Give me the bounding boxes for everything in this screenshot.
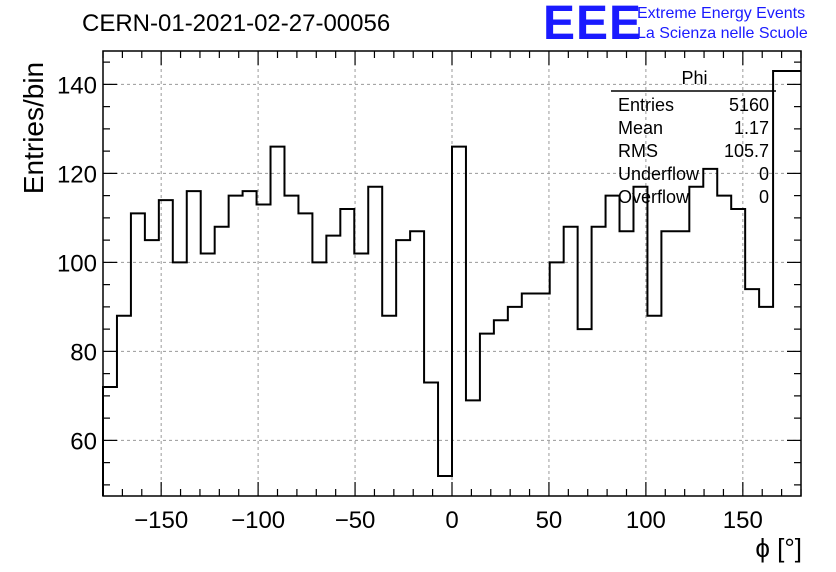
axes: −150 −100 −50 0 50 100 150 60 80 100 120 140 — [57, 50, 802, 534]
histogram-bin — [773, 71, 787, 496]
eee-logo: EEE — [543, 0, 643, 50]
stats-row-value: 5160 — [729, 95, 769, 115]
logo-tagline-1: Extreme Energy Events — [637, 5, 806, 22]
histogram-outline — [102, 70, 801, 496]
y-tick-label: 140 — [57, 72, 97, 99]
y-tick-label: 100 — [57, 250, 97, 277]
x-tick-label: 100 — [626, 507, 666, 534]
stats-box-title: Phi — [681, 68, 707, 88]
histogram-bin — [675, 231, 689, 496]
histogram-bin — [145, 240, 159, 496]
histogram-bin — [745, 289, 759, 496]
histogram-bin — [452, 147, 466, 496]
x-tick-label: 50 — [536, 507, 563, 534]
stats-row-label: Overflow — [618, 187, 690, 207]
x-axis-label: ϕ [°] — [755, 533, 802, 563]
histogram-bin — [243, 191, 257, 496]
histogram-bin — [787, 71, 801, 496]
chart-title: CERN-01-2021-02-27-00056 — [82, 10, 391, 37]
x-tick-label: 0 — [445, 507, 458, 534]
histogram-bin — [466, 400, 480, 496]
stats-row-value: 0 — [759, 164, 769, 184]
histogram-bin — [410, 231, 424, 496]
histogram-bin — [661, 231, 675, 496]
histogram-bin — [229, 196, 243, 496]
histogram-bin — [382, 316, 396, 496]
stats-row-label: Entries — [618, 95, 674, 115]
histogram-bin — [703, 169, 717, 496]
histogram-bin — [647, 316, 661, 496]
histogram-bin — [731, 209, 745, 496]
y-tick-label: 60 — [70, 428, 97, 455]
stats-row-value: 105.7 — [724, 141, 769, 161]
histogram-bin — [312, 262, 326, 496]
logo-tagline-2: La Scienza nelle Scuole — [637, 25, 808, 42]
y-tick-label: 120 — [57, 161, 97, 188]
histogram-bin — [131, 213, 145, 496]
histogram-bin — [215, 227, 229, 496]
histogram-bin — [326, 236, 340, 496]
x-tick-label: 150 — [723, 507, 763, 534]
histogram-bin — [354, 253, 368, 496]
histogram-bin — [606, 196, 620, 496]
stats-box: Phi Entries 5160 Mean 1.17 RMS 105.7 Underflow 0… — [611, 68, 776, 207]
histogram-bin — [578, 329, 592, 496]
stats-row-label: Underflow — [618, 164, 700, 184]
histogram-bin — [103, 387, 117, 496]
histogram-bin — [438, 476, 452, 496]
stats-row-value: 1.17 — [734, 118, 769, 138]
stats-row-value: 0 — [759, 187, 769, 207]
histogram-bin — [508, 307, 522, 496]
histogram-bin — [689, 187, 703, 496]
histogram-bin — [633, 187, 647, 496]
histogram-bin — [117, 316, 131, 496]
histogram-bins — [102, 70, 801, 496]
histogram-bin — [550, 262, 564, 496]
histogram-bin — [522, 294, 536, 496]
histogram-bin — [564, 227, 578, 496]
histogram-bin — [257, 205, 271, 496]
histogram-bin — [340, 209, 354, 496]
stats-row-label: Mean — [618, 118, 663, 138]
histogram-bin — [536, 294, 550, 496]
histogram-bin — [284, 196, 298, 496]
histogram-bin — [592, 227, 606, 496]
x-tick-label: −150 — [134, 507, 188, 534]
histogram-bin — [368, 187, 382, 496]
y-tick-label: 80 — [70, 339, 97, 366]
histogram-bin — [620, 231, 634, 496]
histogram-bin — [298, 213, 312, 496]
histogram-bin — [396, 240, 410, 496]
histogram-bin — [159, 200, 173, 496]
histogram-bin — [271, 147, 285, 496]
histogram-bin — [187, 191, 201, 496]
histogram-bin — [717, 196, 731, 496]
histogram-bin — [494, 320, 508, 496]
histogram-bin — [759, 307, 773, 496]
histogram-bin — [480, 334, 494, 496]
x-tick-label: −50 — [335, 507, 376, 534]
stats-row-label: RMS — [618, 141, 658, 161]
x-tick-label: −100 — [231, 507, 285, 534]
histogram-bin — [201, 253, 215, 496]
histogram-bin — [173, 262, 187, 496]
histogram-bin — [424, 383, 438, 496]
